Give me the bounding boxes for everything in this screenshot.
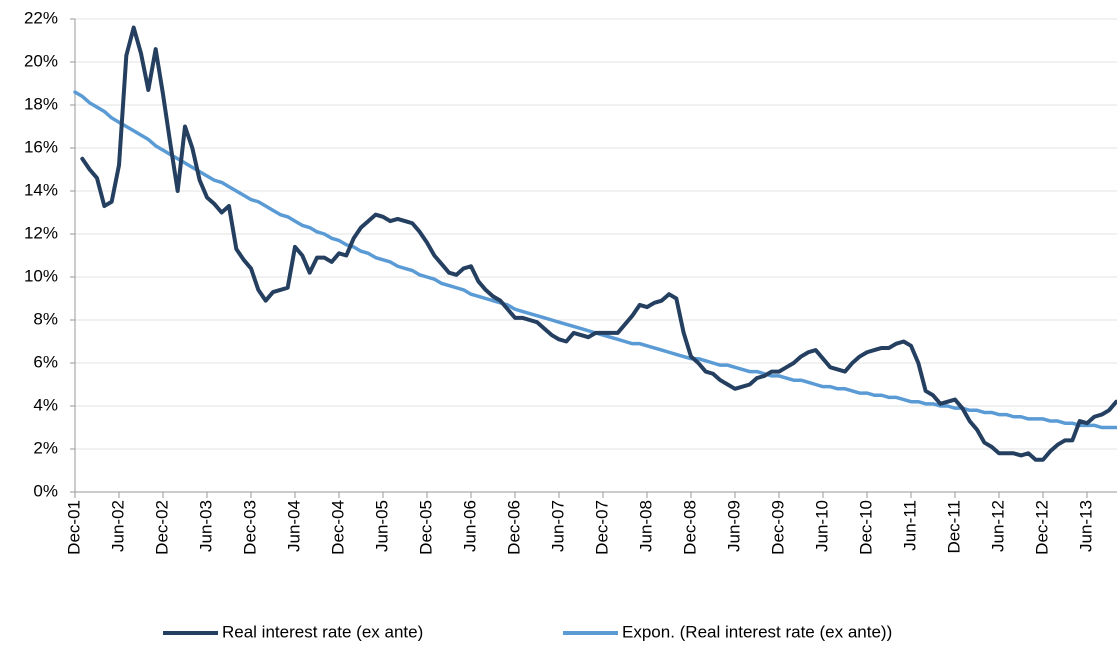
y-tick-label: 10% <box>24 266 58 285</box>
y-tick-label: 12% <box>24 223 58 242</box>
y-tick-label: 18% <box>24 94 58 113</box>
x-tick-label: Jun-09 <box>724 500 743 552</box>
y-tick-label: 14% <box>24 180 58 199</box>
series-line <box>73 90 1117 430</box>
x-tick-label: Jun-12 <box>988 500 1007 552</box>
y-tick-label: 6% <box>33 352 58 371</box>
x-tick-label: Dec-09 <box>768 500 787 555</box>
x-tick-label: Jun-04 <box>284 500 303 552</box>
x-tick-label: Jun-02 <box>108 500 127 552</box>
x-tick-label: Dec-08 <box>680 500 699 555</box>
x-tick-label: Dec-07 <box>592 500 611 555</box>
y-tick-label: 2% <box>33 438 58 457</box>
y-tick-label: 4% <box>33 395 58 414</box>
x-tick-label: Dec-06 <box>504 500 523 555</box>
y-tick-label: 8% <box>33 309 58 328</box>
y-tick-label: 20% <box>24 51 58 70</box>
x-tick-label: Jun-13 <box>1076 500 1095 552</box>
x-tick-label: Dec-12 <box>1032 500 1051 555</box>
x-tick-label: Dec-02 <box>152 500 171 555</box>
x-tick-label: Jun-08 <box>636 500 655 552</box>
x-tick-label: Dec-11 <box>944 500 963 554</box>
y-tick-label: 16% <box>24 137 58 156</box>
y-tick-label: 22% <box>24 8 58 27</box>
x-tick-label: Jun-07 <box>548 500 567 552</box>
x-tick-label: Dec-03 <box>240 500 259 555</box>
x-tick-label: Jun-05 <box>372 500 391 552</box>
x-tick-label: Dec-01 <box>64 500 83 555</box>
series-line <box>80 25 1117 462</box>
x-tick-label: Dec-10 <box>856 500 875 555</box>
x-tick-label: Jun-10 <box>812 500 831 552</box>
y-tick-label: 0% <box>33 481 58 500</box>
legend-label: Expon. (Real interest rate (ex ante)) <box>622 622 892 641</box>
legend-label: Real interest rate (ex ante) <box>222 622 423 641</box>
x-tick-label: Dec-05 <box>416 500 435 555</box>
x-tick-label: Jun-06 <box>460 500 479 552</box>
x-tick-label: Dec-04 <box>328 500 347 555</box>
x-tick-label: Jun-11 <box>900 500 919 551</box>
x-tick-label: Jun-03 <box>196 500 215 552</box>
